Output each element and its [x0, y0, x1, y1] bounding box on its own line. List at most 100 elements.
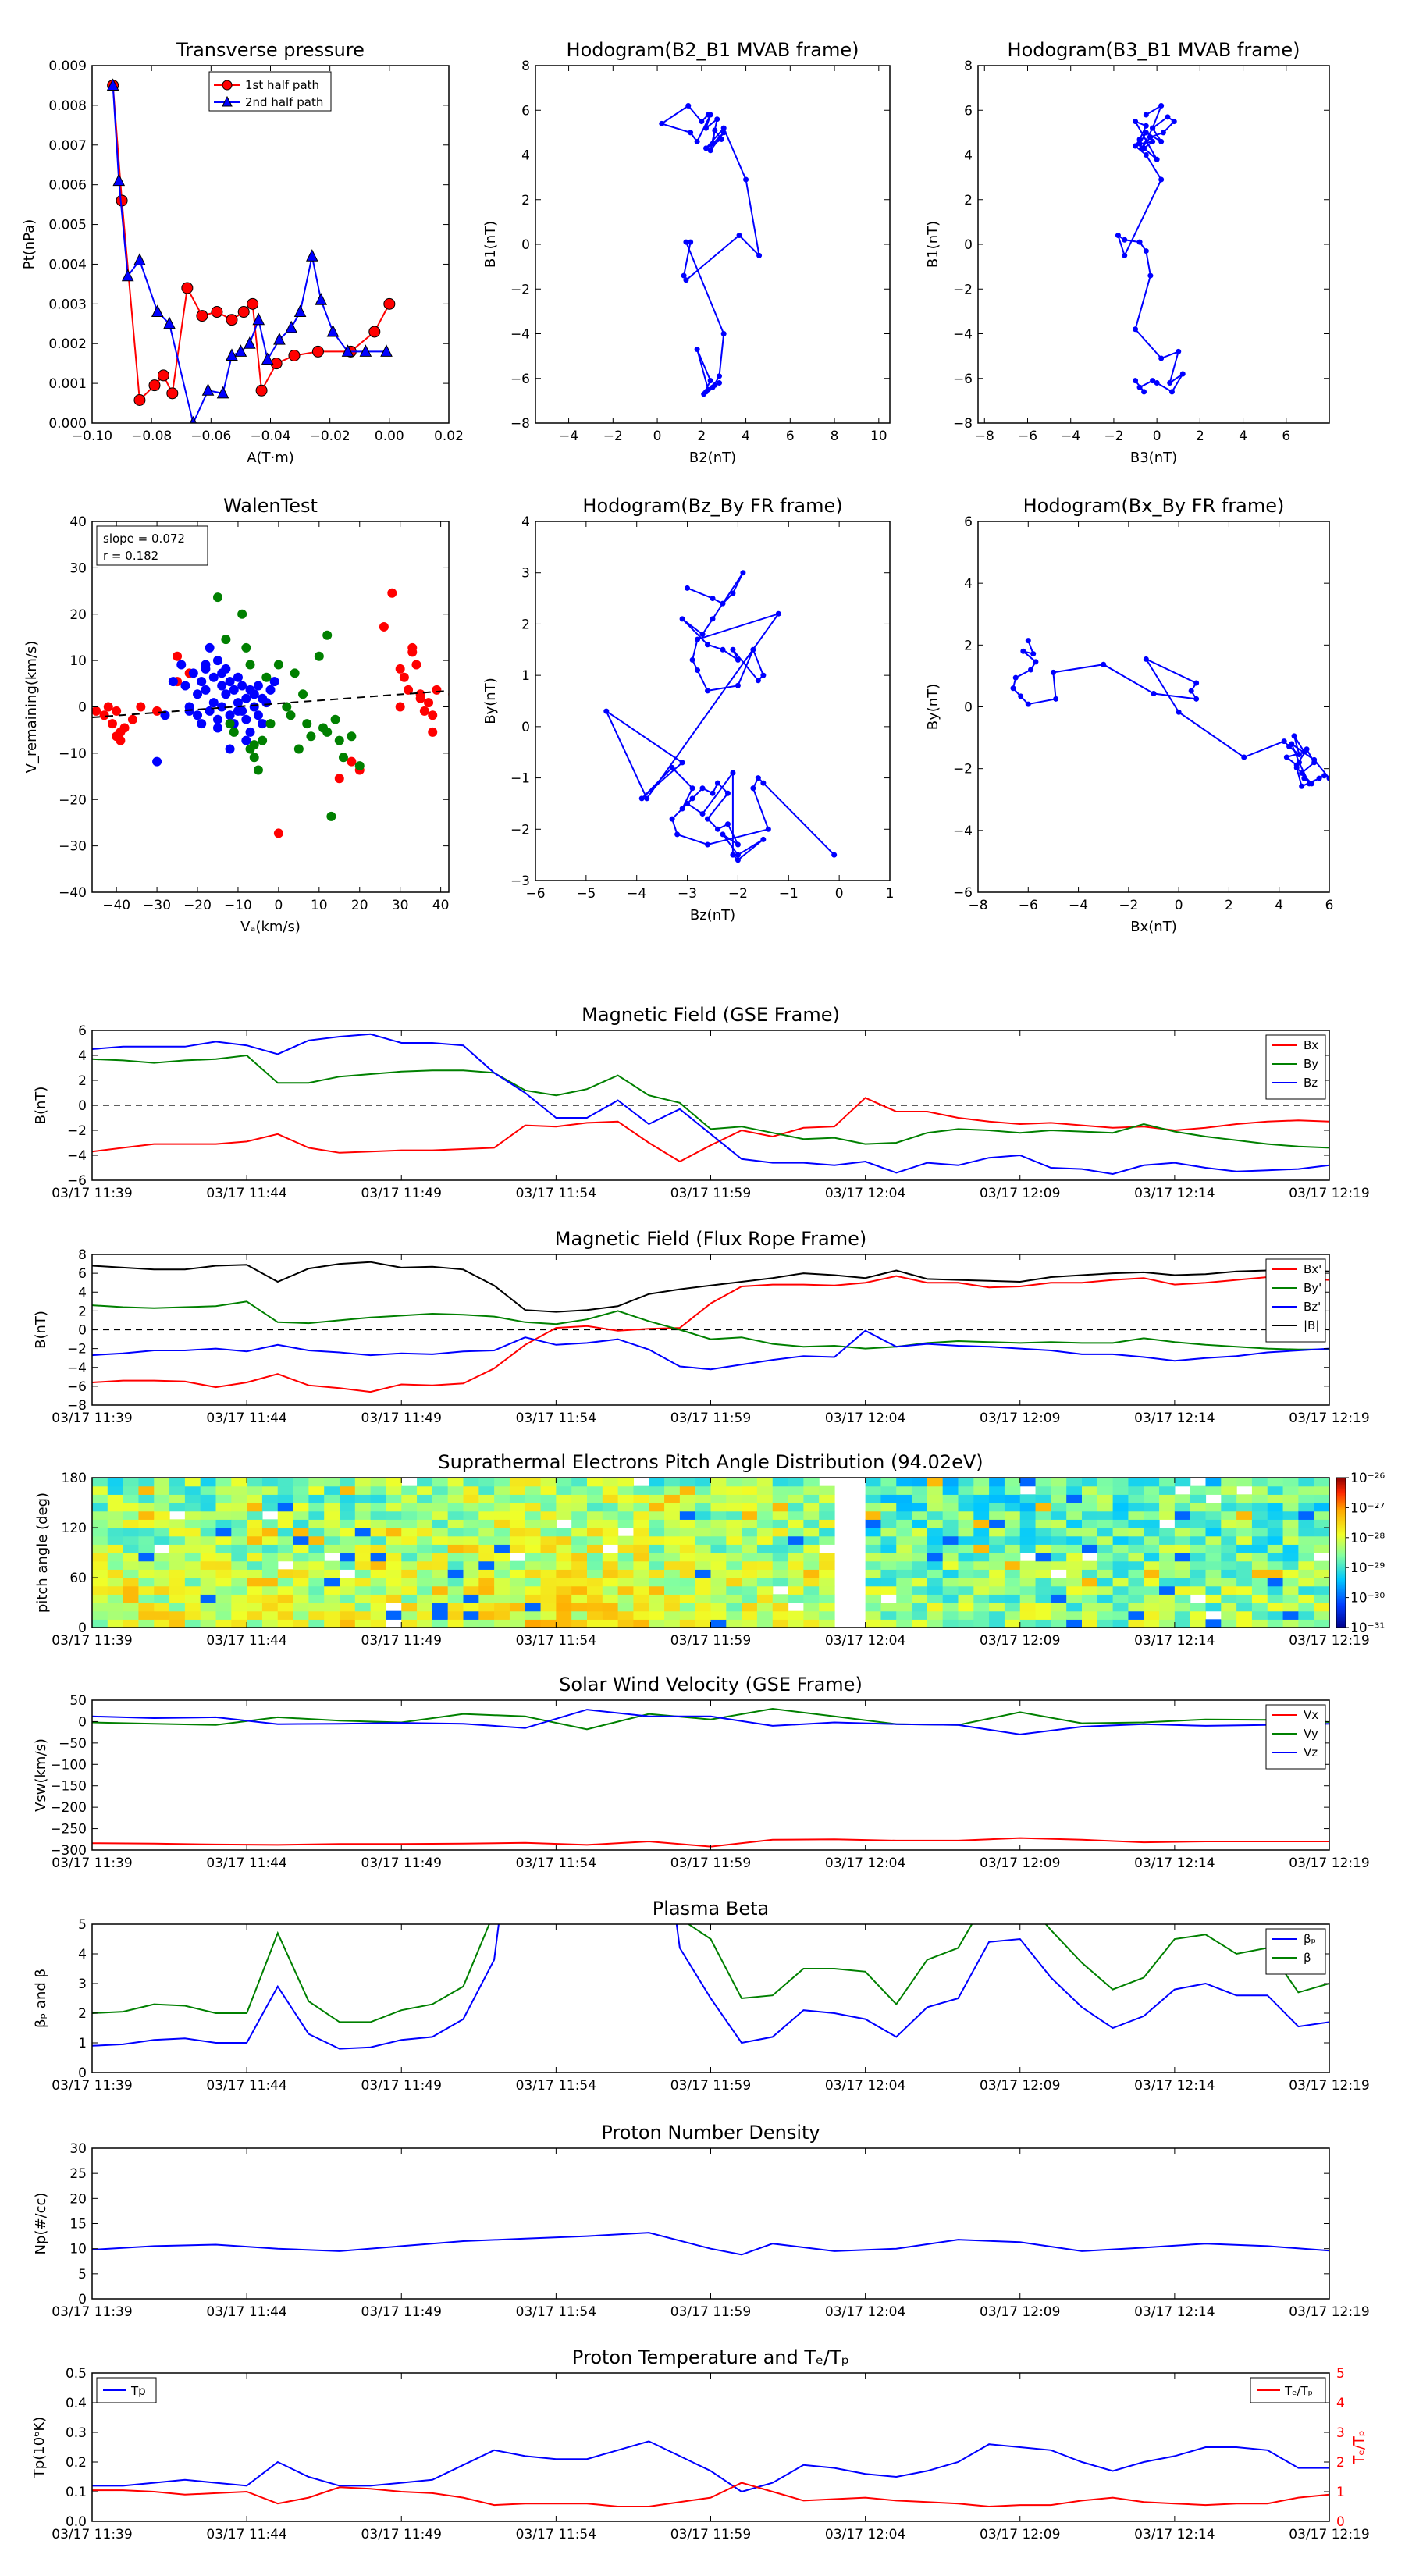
pad-cell: [1128, 1478, 1144, 1487]
pad-cell: [1066, 1585, 1083, 1595]
pad-cell: [973, 1585, 990, 1595]
pad-cell: [896, 1510, 912, 1520]
pad-cell: [247, 1528, 263, 1537]
hodo_b3b1-trace-point: [1136, 136, 1143, 142]
beta-series-1: [92, 1924, 1329, 2023]
pad-cell: [200, 1535, 217, 1545]
pad-cell: [92, 1494, 108, 1503]
pad-cell: [788, 1619, 804, 1628]
pad-cell: [617, 1578, 635, 1587]
pad-cell: [324, 1503, 340, 1512]
pad-cell: [1019, 1478, 1037, 1487]
pad-cell: [602, 1569, 619, 1578]
mag_gse-time-tick-label: 03/17 12:04: [825, 1186, 905, 1201]
pad-cell: [308, 1535, 325, 1545]
transverse-xtick-label: −0.04: [250, 429, 290, 444]
pad-cell: [494, 1569, 510, 1578]
pad-cell: [927, 1594, 944, 1603]
pad-cell: [417, 1478, 433, 1487]
pad-cell: [92, 1603, 108, 1612]
pad-cell: [324, 1494, 340, 1503]
walen-point-group-2: [326, 811, 336, 821]
walen-xtick-label: −20: [183, 898, 212, 913]
pad-cell: [896, 1535, 912, 1545]
pad-cell: [478, 1528, 495, 1537]
density-time-tick-label: 03/17 12:04: [825, 2304, 905, 2320]
pad-cell: [354, 1528, 372, 1537]
pad-cell: [1112, 1619, 1129, 1628]
pad-cell: [138, 1553, 155, 1562]
transverse-point-2nd: [112, 173, 126, 187]
pad-cell: [1051, 1585, 1067, 1595]
pad-cell: [1004, 1610, 1021, 1620]
pad-cell: [912, 1544, 928, 1553]
pad-cell: [231, 1603, 247, 1612]
pad-cell: [1035, 1594, 1051, 1603]
pad-cell: [417, 1485, 433, 1495]
pad-cell: [679, 1610, 696, 1620]
pad-cell: [633, 1528, 649, 1537]
pad-cell: [386, 1535, 402, 1545]
pad-cell: [1298, 1503, 1314, 1512]
pad-cell: [1051, 1494, 1067, 1503]
density-ytick-label: 0: [78, 2292, 87, 2307]
pad-cell: [123, 1610, 140, 1620]
pad-cell: [169, 1610, 186, 1620]
pad-cell: [417, 1594, 433, 1603]
beta-time-tick-label: 03/17 11:44: [206, 2078, 286, 2094]
pad-cell: [742, 1553, 758, 1562]
hodo_b2b1-plot-area: [659, 103, 763, 397]
pad-cell: [123, 1535, 140, 1545]
pad-cell: [587, 1569, 603, 1578]
pad-cell: [958, 1528, 974, 1537]
pad-cell: [1251, 1535, 1268, 1545]
pad-cell: [354, 1560, 372, 1570]
hodo_bxby-trace-point: [1053, 696, 1059, 702]
hodo_bxby-trace-point: [1033, 659, 1039, 665]
pad-cell: [1066, 1594, 1083, 1603]
pad-cell: [1267, 1594, 1284, 1603]
pad-cell: [417, 1503, 433, 1512]
vsw-time-tick-label: 03/17 11:54: [516, 1856, 596, 1871]
pad-cell: [354, 1478, 372, 1487]
pad-cell: [154, 1585, 170, 1595]
pad-cell: [1097, 1544, 1114, 1553]
pad-cell: [1004, 1478, 1021, 1487]
pad-cell: [1174, 1494, 1191, 1503]
pad-cell: [169, 1603, 186, 1612]
pad-cell: [417, 1528, 433, 1537]
hodo_bxby-ytick-label: 4: [964, 576, 973, 592]
pad-cell: [509, 1494, 526, 1503]
mag_gse-panel: Magnetic Field (GSE Frame)−6−4−2024603/1…: [33, 1004, 1370, 1201]
pad-cell: [525, 1594, 542, 1603]
mag_fr-ytick-label: −8: [67, 1398, 87, 1414]
pad-cell: [912, 1560, 928, 1570]
pad-ylabel: pitch angle (deg): [34, 1493, 51, 1613]
mag_fr-plot-area: [92, 1261, 1329, 1393]
hodo_b3b1-trace-point: [1158, 103, 1165, 109]
hodo_bzby-ytick-label: −1: [510, 771, 530, 787]
walen-point-group-0: [428, 727, 438, 737]
pad-cell: [803, 1485, 820, 1495]
pad-cell: [478, 1494, 495, 1503]
hodo_b3b1-trace-point: [1141, 145, 1147, 151]
pad-cell: [958, 1594, 974, 1603]
pad-cell: [896, 1503, 912, 1512]
pad-cell: [261, 1535, 279, 1545]
pad-cell: [107, 1544, 124, 1553]
pad-cell: [324, 1560, 340, 1570]
walen-point-group-1: [241, 735, 251, 745]
pad-cell: [989, 1553, 1005, 1562]
pad-cell: [973, 1503, 990, 1512]
pad-cell: [556, 1494, 572, 1503]
pad-cell: [509, 1585, 526, 1595]
pad-cell: [401, 1610, 418, 1620]
hodo_bzby-trace-point: [705, 688, 711, 694]
transverse-ytick-label: 0.002: [48, 336, 87, 352]
pad-cell: [1236, 1494, 1253, 1503]
transverse-point-1st: [148, 379, 161, 392]
pad-cell: [1112, 1578, 1129, 1587]
pad-cell: [494, 1494, 510, 1503]
transverse-point-2nd: [306, 249, 318, 262]
